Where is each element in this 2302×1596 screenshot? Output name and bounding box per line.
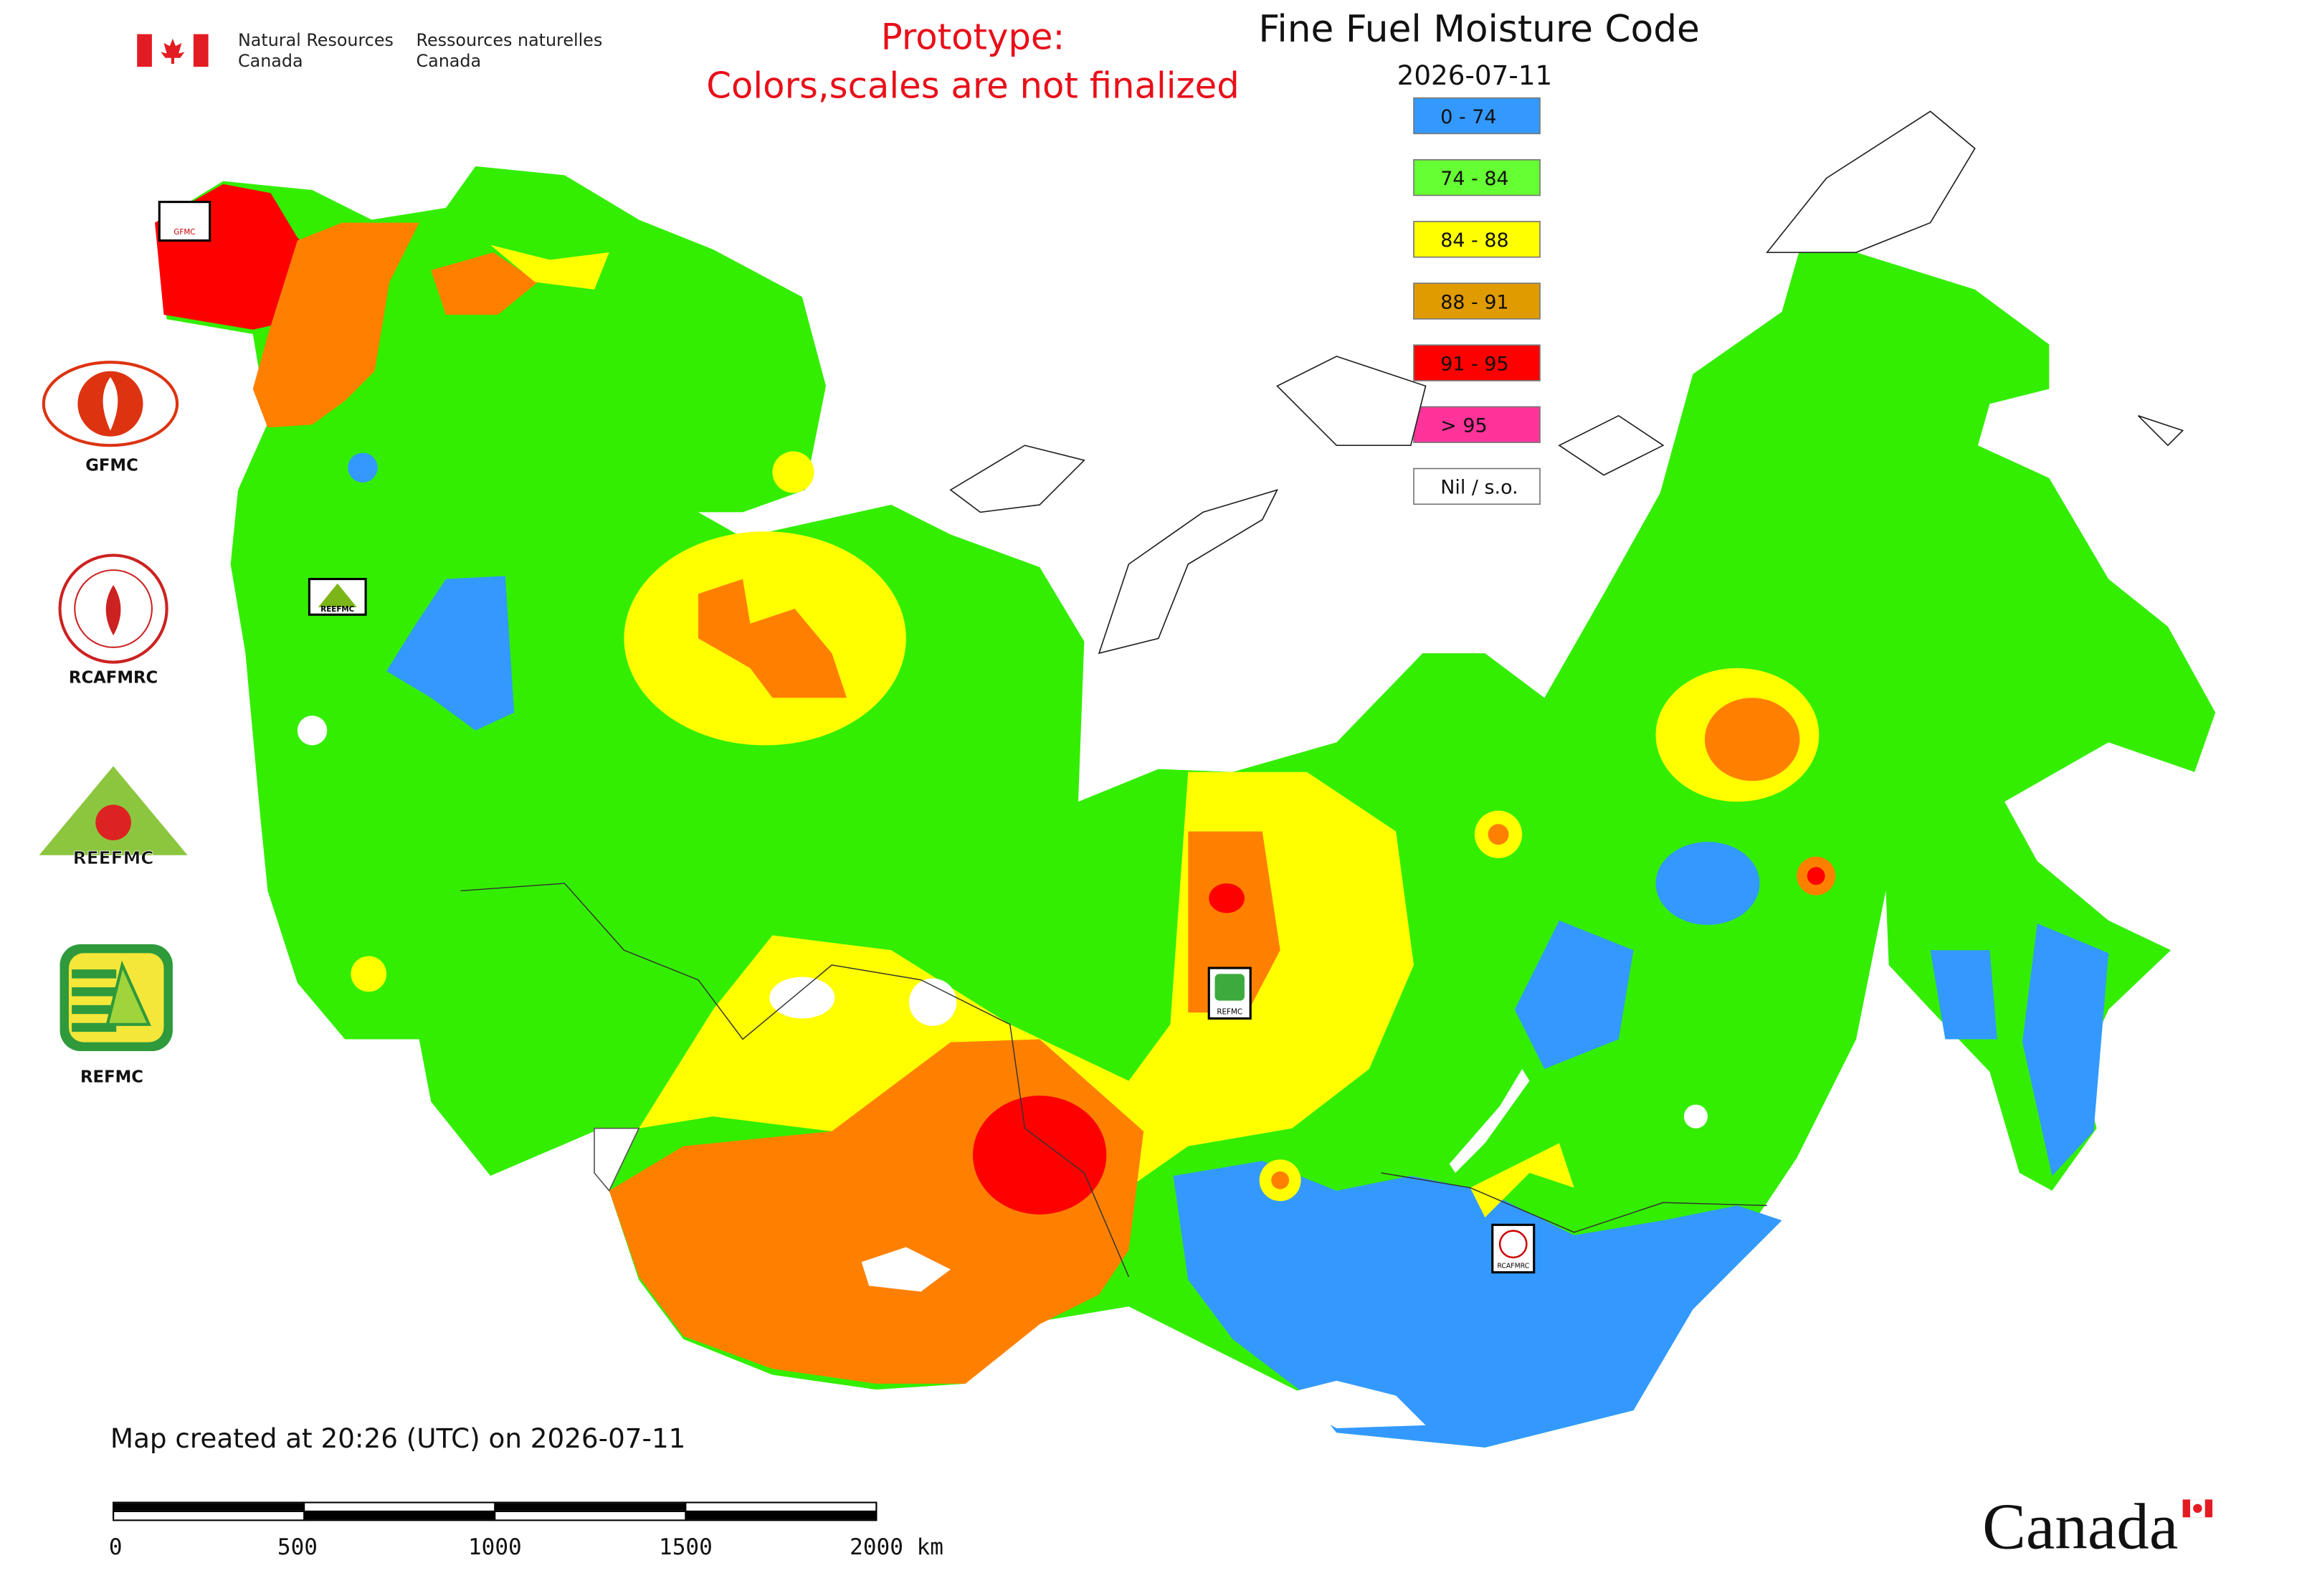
logo-flame [103, 376, 118, 431]
map-date: 2026-07-11 [1397, 60, 1553, 91]
legend-label: 84 - 88 [1440, 229, 1508, 252]
region-84-88 [772, 451, 814, 493]
wordmark-text: Canada [1982, 1491, 2178, 1563]
region-0-74 [348, 452, 378, 483]
logo-stripes [72, 969, 117, 1032]
logo-peak [105, 960, 151, 1026]
agency-en: Canada [238, 51, 303, 71]
legend-swatch [1413, 282, 1541, 320]
legend-swatch [1413, 97, 1541, 135]
canada-wordmark: Canada [1982, 1491, 2213, 1563]
legend-swatch [1413, 344, 1541, 381]
scale-label: 2000 km [850, 1534, 943, 1560]
marker-icon [318, 583, 357, 607]
notice: Prototype: [881, 16, 1065, 57]
region-84-88 [351, 956, 387, 992]
region-nil [861, 1247, 951, 1292]
logo-label: RCAFMRC [69, 669, 158, 688]
region-84-88 [490, 244, 609, 290]
scale-label: 1000 [468, 1534, 522, 1560]
legend-swatch [1413, 158, 1541, 196]
scale-bar: 0 500 1000 1500 2000 km [109, 1501, 943, 1560]
logo-disc [95, 804, 131, 841]
scale-label: 0 [109, 1534, 123, 1560]
logo-flame [105, 584, 121, 636]
marker-label: RCAFMRC [1497, 1262, 1529, 1270]
notice: Colors,scales are not finalized [706, 65, 1239, 107]
marker-label: GFMC [173, 228, 195, 237]
flag-bar [193, 34, 209, 67]
scale-label: 500 [277, 1534, 318, 1560]
region-91-95 [973, 1096, 1107, 1215]
region-88-91 [252, 222, 419, 428]
legend-swatch [1413, 221, 1541, 258]
agency-fr: Canada [417, 51, 482, 71]
lake-baikal [1449, 1068, 1530, 1173]
legend: 0 - 74 74 - 84 84 - 88 88 - 91 91 - 95 > 95 Ni… [1413, 97, 1541, 505]
island-outline [949, 445, 1085, 513]
logo-label: REFMC [80, 1068, 143, 1087]
logo-label: REEFMC [73, 847, 154, 868]
island-outline [1098, 488, 1279, 655]
legend-label: 74 - 84 [1440, 168, 1508, 190]
map-title: Fine Fuel Moisture Code [1258, 8, 1700, 51]
legend-label: Nil / s.o. [1440, 477, 1518, 499]
region-88-91 [431, 252, 538, 315]
logo-ring [42, 361, 179, 447]
region-91-95 [1209, 883, 1245, 913]
logo-gfmc: GFMC [42, 361, 179, 475]
region-0-74 [2022, 923, 2109, 1176]
island-outline [1276, 356, 1427, 447]
logo-label: GFMC [85, 456, 138, 475]
scale-label: 1500 [659, 1534, 713, 1560]
region-0-74 [1930, 950, 1997, 1040]
flag-leaf [161, 38, 185, 65]
region-nil [908, 978, 957, 1026]
legend-label: 88 - 91 [1440, 291, 1508, 313]
region-88-91 [1271, 1171, 1290, 1189]
nrcan-signature: Natural Resources Canada Ressources natu… [137, 30, 602, 71]
marker-label: REFMC [1217, 1007, 1242, 1016]
region-88-91 [698, 579, 847, 698]
region-0-74 [386, 576, 515, 731]
marker-icon [1498, 1230, 1528, 1259]
region-88-91 [1704, 698, 1800, 782]
map-area: GFMC REEFMC REFMC RCAFMRC [155, 110, 2216, 1448]
region-0-74 [1514, 920, 1634, 1069]
legend-swatch [1413, 406, 1541, 443]
logo-rcafmrc: RCAFMRC [58, 554, 168, 688]
map-marker: RCAFMRC [1491, 1223, 1536, 1274]
legend-label: 91 - 95 [1440, 353, 1508, 375]
border-line [460, 883, 1767, 1278]
legend-swatch [1413, 467, 1541, 505]
region-nil [1277, 1380, 1426, 1429]
marker-icon [1214, 974, 1245, 1001]
map-marker: REFMC [1207, 966, 1252, 1020]
legend-label: > 95 [1440, 415, 1487, 437]
map-marker: GFMC [158, 201, 211, 242]
logo-reefmc: REEFMC [39, 766, 188, 869]
agency-en: Natural Resources [238, 30, 394, 50]
island-outline [1558, 414, 1665, 476]
legend-label: 0 - 74 [1440, 106, 1496, 128]
island-outline [1766, 110, 1976, 253]
region-0-74 [1655, 842, 1760, 926]
marker-label: REEFMC [320, 605, 354, 614]
flag-bar [137, 34, 152, 67]
region-nil [1683, 1104, 1708, 1129]
region-0-74 [1173, 1161, 1782, 1448]
wordmark-leaf [2193, 1504, 2202, 1514]
created-note: Map created at 20:26 (UTC) on 2026-07-11 [110, 1422, 685, 1454]
region-nil [297, 716, 328, 746]
agency-fr: Ressources naturelles [417, 30, 603, 50]
marker-box [158, 201, 211, 242]
map-marker: REEFMC [308, 578, 367, 616]
caspian-outline [594, 1127, 640, 1192]
island-outline [2137, 415, 2184, 447]
region-91-95 [1807, 867, 1825, 885]
logo-refmc: REFMC [60, 944, 173, 1087]
region-88-91 [1488, 824, 1509, 845]
region-nil [769, 977, 835, 1019]
